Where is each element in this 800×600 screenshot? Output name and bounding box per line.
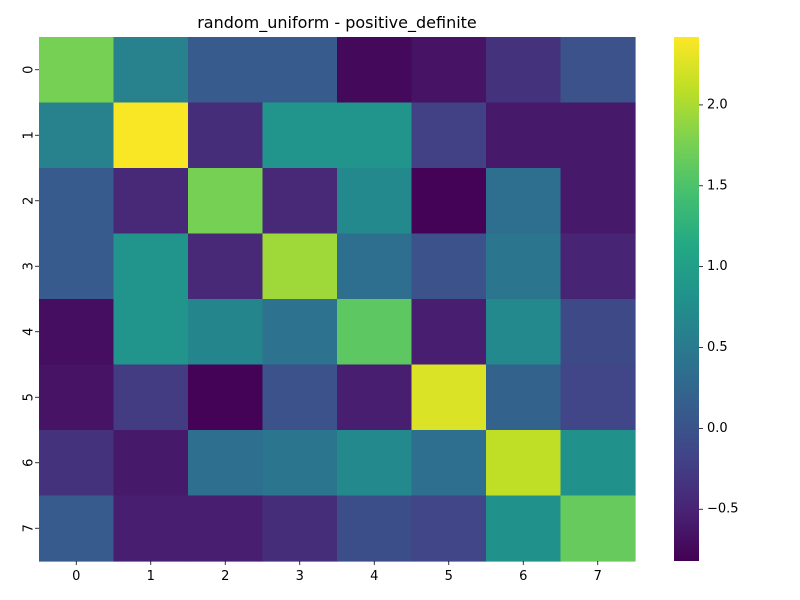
heatmap-cell-7-4 [337,495,413,562]
heatmap-cell-7-0 [39,495,115,562]
heatmap-cell-6-2 [188,430,264,497]
heatmap-cell-5-4 [337,364,413,431]
colorbar-tick-label: 2.0 [707,97,728,112]
heatmap-cell-0-1 [113,37,189,104]
heatmap-cell-1-1 [113,102,189,169]
heatmap-cell-2-1 [113,168,189,235]
y-axis: 0 1 2 3 4 5 6 7 [22,66,39,532]
heatmap-cell-3-7 [560,233,636,300]
colorbar-tick-label: 0.0 [707,421,728,436]
heatmap-cells [39,37,636,562]
y-tick-label: 1 [22,131,37,139]
heatmap-cell-5-6 [486,364,562,431]
heatmap-cell-1-6 [486,102,562,169]
heatmap-cell-2-4 [337,168,413,235]
y-tick-label: 7 [22,524,37,532]
heatmap-cell-4-1 [113,299,189,366]
heatmap-cell-6-0 [39,430,115,497]
heatmap-cell-6-4 [337,430,413,497]
heatmap-cell-4-0 [39,299,115,366]
x-tick-label: 5 [445,569,453,584]
heatmap-cell-7-6 [486,495,562,562]
x-tick-label: 0 [72,569,80,584]
heatmap-cell-3-3 [262,233,338,300]
heatmap-cell-4-2 [188,299,264,366]
heatmap-cell-1-2 [188,102,264,169]
colorbar-axis: −0.5 0.0 0.5 1.0 1.5 2.0 [699,97,739,517]
heatmap-cell-4-6 [486,299,562,366]
x-tick-label: 7 [594,569,602,584]
heatmap-cell-1-3 [262,102,338,169]
heatmap-cell-7-5 [411,495,487,562]
x-tick-label: 2 [221,569,229,584]
heatmap-cell-0-0 [39,37,115,104]
colorbar-tick-label: 0.5 [707,340,728,355]
heatmap-cell-7-2 [188,495,264,562]
heatmap-cell-2-3 [262,168,338,235]
heatmap-cell-7-3 [262,495,338,562]
x-tick-label: 4 [370,569,378,584]
y-tick-label: 4 [22,328,37,336]
heatmap-cell-5-3 [262,364,338,431]
heatmap-cell-3-0 [39,233,115,300]
y-tick-label: 6 [22,459,37,467]
heatmap-cell-2-6 [486,168,562,235]
heatmap-cell-4-7 [560,299,636,366]
x-tick-label: 1 [147,569,155,584]
heatmap-cell-1-7 [560,102,636,169]
heatmap-cell-6-3 [262,430,338,497]
y-tick-label: 2 [22,197,37,205]
heatmap-cell-0-6 [486,37,562,104]
heatmap-cell-1-5 [411,102,487,169]
heatmap-cell-2-2 [188,168,264,235]
heatmap-cell-7-1 [113,495,189,562]
x-axis: 0 1 2 3 4 5 6 7 [72,561,602,584]
heatmap-cell-6-7 [560,430,636,497]
y-tick-label: 3 [22,262,37,270]
heatmap-cell-5-7 [560,364,636,431]
heatmap-cell-6-6 [486,430,562,497]
heatmap-cell-0-4 [337,37,413,104]
heatmap-cell-3-1 [113,233,189,300]
heatmap-cell-2-5 [411,168,487,235]
heatmap-cell-0-3 [262,37,338,104]
colorbar-tick-label: 1.0 [707,259,728,274]
chart-title: random_uniform - positive_definite [197,13,477,33]
heatmap-cell-1-4 [337,102,413,169]
heatmap-cell-2-7 [560,168,636,235]
heatmap-cell-2-0 [39,168,115,235]
x-tick-label: 6 [519,569,527,584]
heatmap-cell-6-1 [113,430,189,497]
heatmap-cell-5-0 [39,364,115,431]
heatmap-cell-5-1 [113,364,189,431]
heatmap-cell-0-5 [411,37,487,104]
colorbar-tick-label: 1.5 [707,178,728,193]
heatmap-cell-5-5 [411,364,487,431]
heatmap-cell-6-5 [411,430,487,497]
heatmap-cell-3-6 [486,233,562,300]
heatmap-cell-3-2 [188,233,264,300]
heatmap-cell-0-7 [560,37,636,104]
heatmap-cell-5-2 [188,364,264,431]
heatmap-cell-4-5 [411,299,487,366]
x-tick-label: 3 [296,569,304,584]
colorbar [674,37,699,561]
heatmap-cell-0-2 [188,37,264,104]
heatmap-cell-4-4 [337,299,413,366]
heatmap-cell-1-0 [39,102,115,169]
heatmap-cell-3-4 [337,233,413,300]
heatmap-cell-7-7 [560,495,636,562]
y-tick-label: 5 [22,393,37,401]
colorbar-tick-label: −0.5 [707,502,739,517]
heatmap-cell-4-3 [262,299,338,366]
y-tick-label: 0 [22,66,37,74]
heatmap-cell-3-5 [411,233,487,300]
